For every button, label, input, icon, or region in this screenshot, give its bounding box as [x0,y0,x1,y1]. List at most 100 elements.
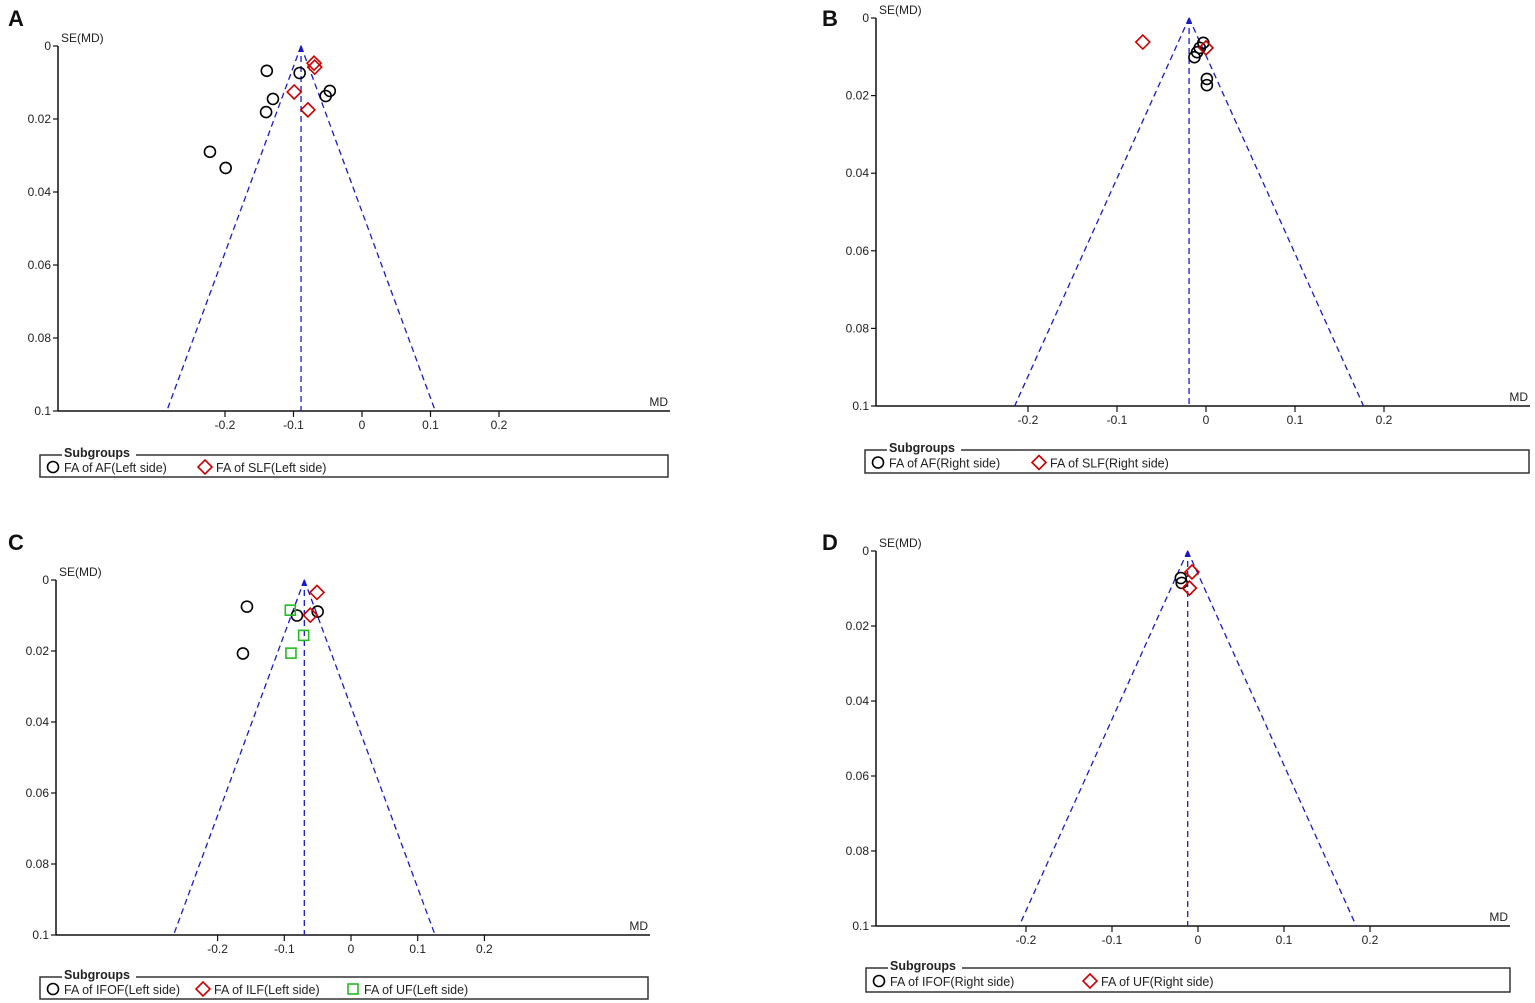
y-tick-label: 0.04 [26,715,50,729]
data-point-diamond [1134,33,1151,51]
data-point-circle [1200,78,1214,92]
legend-label: FA of IFOF(Left side) [64,983,180,997]
y-tick-label: 0.06 [28,258,52,272]
x-axis-label: MD [1489,910,1508,924]
y-axis-label: SE(MD) [879,536,922,550]
y-tick-label: 0.08 [28,331,52,345]
x-axis-label: MD [649,395,668,409]
legend-label: FA of AF(Left side) [64,461,167,475]
x-tick-label: 0.1 [409,942,426,956]
y-tick-label: 0.1 [34,404,51,418]
data-point-square [285,647,297,659]
legend-box [39,454,669,478]
funnel-right-line [300,45,436,412]
y-tick-label: 0 [42,573,49,587]
y-tick-label: 0.02 [26,644,50,658]
x-tick-label: 0.1 [1276,933,1293,947]
y-axis-label: SE(MD) [59,565,102,579]
data-point-circle [236,647,250,660]
x-axis-label: MD [629,919,648,933]
x-tick-label: -0.2 [215,418,236,432]
funnel-right-line [303,579,436,936]
y-tick-label: 0.08 [846,321,870,335]
legend-title-bg [62,969,136,981]
legend-marker-diamond [1081,972,1099,990]
x-tick-label: 0 [359,418,366,432]
legend-label: FA of ILF(Left side) [214,983,320,997]
x-tick-label: 0 [1195,933,1202,947]
legend-marker-diamond [1030,454,1048,471]
legend-label: FA of AF(Right side) [889,457,1000,471]
legend-title-bg [888,960,962,972]
y-tick-label: 0.02 [846,619,870,633]
x-tick-label: -0.1 [283,418,304,432]
y-tick-label: 0.06 [846,244,870,258]
funnel-plot-d: D 0 0.02 0.04 0.06 0.08 0.1 -0.2 -0.1 0 0.1 0.2 SE(M… [822,530,1511,993]
funnel-plot-b: B 0 0.02 0.04 0.06 0.08 0.1 -0.2 -0.1 0 0.1 0.2 SE(M… [822,3,1530,474]
funnel-apex [301,579,308,586]
y-tick-label: 0 [862,544,869,558]
legend-marker-circle [46,460,60,474]
data-point-circle [240,600,254,613]
x-axis-label: MD [1509,390,1528,404]
y-tick-label: 0.08 [846,844,870,858]
data-point-circle [293,66,306,80]
legend-label: FA of IFOF(Right side) [890,975,1014,989]
x-tick-label: 0.2 [476,942,493,956]
y-axis-label: SE(MD) [879,3,922,17]
legend-title: Subgroups [64,968,130,982]
data-point-diamond [305,55,323,72]
data-point-diamond [1181,579,1198,597]
data-point-circle [311,605,324,618]
data-point-circle [1188,50,1201,64]
y-tick-label: 0 [862,11,869,25]
y-tick-label: 0.1 [32,928,49,942]
legend-label: FA of UF(Left side) [364,983,468,997]
funnel-left-line [166,45,302,412]
data-point-circle [319,89,332,103]
y-tick-label: 0.06 [846,769,870,783]
y-tick-label: 0.1 [852,919,869,933]
data-point-circle [266,92,280,106]
x-tick-label: -0.2 [1016,933,1037,947]
y-tick-label: 0.04 [28,185,52,199]
funnel-apex [1184,550,1191,557]
x-tick-label: -0.1 [274,942,295,956]
legend-label: FA of SLF(Left side) [216,461,326,475]
funnel-left-line [1018,550,1189,927]
y-tick-label: 0.06 [26,786,50,800]
y-tick-label: 0.02 [846,89,870,103]
data-point-circle [219,161,232,175]
y-tick-label: 0.04 [846,694,870,708]
legend-marker-diamond [194,980,212,998]
panel-letter: A [8,6,24,31]
legend-title-bg [887,442,961,454]
y-tick-label: 0.08 [26,857,50,871]
data-point-circle [260,64,274,78]
x-tick-label: 0 [1203,413,1210,427]
y-tick-label: 0.1 [852,399,869,413]
legend-marker-circle [46,982,60,996]
y-tick-label: 0.02 [28,112,52,126]
data-point-circle [1200,72,1214,86]
funnel-right-line [1187,550,1357,927]
legend-label: FA of SLF(Right side) [1050,457,1169,471]
data-point-diamond [299,101,317,119]
funnel-left-line [1014,17,1190,407]
legend-box [864,449,1530,474]
x-tick-label: 0.2 [1362,933,1379,947]
funnel-right-line [1188,17,1365,407]
x-tick-label: -0.1 [1107,413,1128,427]
y-tick-label: 0 [44,39,51,53]
data-point-diamond [302,607,319,624]
legend-box [865,967,1511,993]
panel-letter: B [822,6,838,31]
legend-marker-circle [872,974,886,988]
funnel-left-line [172,579,305,936]
legend-marker-square [347,983,359,995]
legend-title-bg [62,447,136,459]
funnel-plot-a: A 0 0.02 0.04 0.06 0.08 0.1 -0.2 -0.1 0 0.1 0.2 SE(M… [8,6,670,478]
x-tick-label: 0.1 [422,418,439,432]
